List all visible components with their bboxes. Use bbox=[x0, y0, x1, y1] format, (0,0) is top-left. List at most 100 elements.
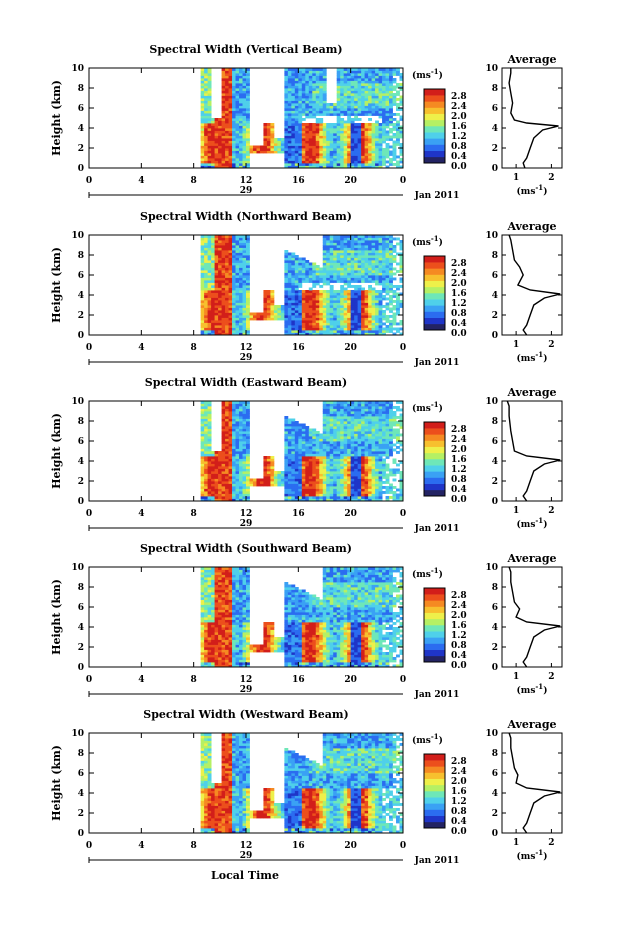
heatmap-cell bbox=[347, 135, 352, 139]
heatmap-cell bbox=[294, 110, 299, 114]
heatmap-cell bbox=[308, 150, 313, 154]
colorbar-swatch bbox=[424, 113, 445, 121]
heatmap-cell bbox=[277, 307, 282, 311]
heatmap-cell bbox=[200, 491, 205, 494]
heatmap-cell bbox=[211, 277, 215, 281]
heatmap-cell bbox=[207, 317, 212, 321]
heatmap-cell bbox=[200, 90, 205, 94]
heatmap-cell bbox=[361, 130, 366, 134]
heatmap-cell bbox=[350, 305, 355, 308]
heatmap-cell bbox=[343, 158, 348, 161]
heatmap-cell bbox=[364, 160, 369, 164]
heatmap-cell bbox=[211, 247, 215, 251]
heatmap-cell bbox=[364, 300, 369, 303]
heatmap-cell bbox=[235, 235, 240, 238]
heatmap-cell bbox=[225, 153, 229, 156]
heatmap-cell bbox=[322, 242, 327, 246]
heatmap-cell bbox=[214, 463, 219, 467]
heatmap-cell bbox=[361, 290, 366, 293]
heatmap-cell bbox=[305, 476, 310, 479]
heatmap-cell bbox=[207, 478, 212, 482]
heatmap-cell bbox=[214, 320, 219, 323]
heatmap-cell bbox=[225, 150, 229, 154]
heatmap-cell bbox=[354, 80, 359, 84]
heatmap-cell bbox=[287, 322, 292, 326]
heatmap-cell bbox=[200, 458, 205, 462]
heatmap-cell bbox=[242, 451, 247, 454]
heatmap-cell bbox=[298, 292, 303, 296]
heatmap-cell bbox=[287, 280, 292, 283]
heatmap-cell bbox=[239, 138, 243, 141]
heatmap-cell bbox=[204, 148, 209, 151]
heatmap-cell bbox=[270, 307, 275, 311]
heatmap-cell bbox=[329, 140, 334, 144]
heatmap-cell bbox=[214, 290, 219, 293]
heatmap-cell bbox=[308, 473, 313, 477]
heatmap-cell bbox=[235, 115, 240, 119]
heatmap-cell bbox=[340, 103, 345, 106]
heatmap-cell bbox=[232, 163, 236, 166]
heatmap-cell bbox=[211, 267, 215, 271]
heatmap-cell bbox=[246, 125, 250, 129]
heatmap-cell bbox=[204, 421, 209, 424]
heatmap-cell bbox=[298, 257, 303, 261]
heatmap-cell bbox=[242, 252, 247, 256]
heatmap-cell bbox=[246, 143, 250, 146]
heatmap-cell bbox=[392, 145, 397, 149]
heatmap-cell bbox=[308, 330, 313, 333]
heatmap-cell bbox=[218, 160, 222, 164]
heatmap-cell bbox=[284, 421, 289, 424]
heatmap-cell bbox=[291, 471, 296, 474]
heatmap-cell bbox=[354, 163, 359, 166]
heatmap-cell bbox=[319, 135, 324, 139]
heatmap-cell bbox=[291, 493, 296, 497]
heatmap-cell bbox=[347, 138, 352, 141]
heatmap-cell bbox=[361, 277, 366, 281]
heatmap-cell bbox=[364, 125, 369, 129]
heatmap-cell bbox=[326, 327, 331, 331]
heatmap-cell bbox=[322, 476, 327, 479]
heatmap-cell bbox=[354, 68, 359, 71]
heatmap-cell bbox=[200, 150, 205, 154]
heatmap-cell bbox=[228, 312, 233, 316]
heatmap-cell bbox=[357, 267, 362, 271]
heatmap-cell bbox=[228, 103, 233, 106]
heatmap-cell bbox=[200, 471, 205, 474]
heatmap-cell bbox=[396, 163, 400, 166]
heatmap-cell bbox=[287, 458, 292, 462]
heatmap-cell bbox=[242, 73, 247, 76]
heatmap-cell bbox=[218, 165, 222, 169]
heatmap-cell bbox=[294, 267, 299, 271]
heatmap-cell bbox=[326, 272, 331, 276]
heatmap-cell bbox=[225, 148, 229, 151]
heatmap-cell bbox=[326, 498, 331, 502]
heatmap-cell bbox=[336, 255, 341, 258]
heatmap-cell bbox=[361, 148, 366, 151]
heatmap-cell bbox=[232, 282, 236, 286]
heatmap-cell bbox=[350, 312, 355, 316]
heatmap-cell bbox=[298, 463, 303, 467]
heatmap-cell bbox=[319, 325, 324, 328]
heatmap-cell bbox=[378, 133, 383, 136]
heatmap-cell bbox=[235, 406, 240, 409]
heatmap-cell bbox=[204, 488, 209, 492]
heatmap-cell bbox=[232, 471, 236, 474]
heatmap-cell bbox=[221, 115, 226, 119]
heatmap-cell bbox=[315, 118, 320, 121]
heatmap-cell bbox=[382, 312, 386, 316]
heatmap-cell bbox=[340, 98, 345, 101]
heatmap-cell bbox=[336, 123, 341, 126]
heatmap-cell bbox=[277, 310, 282, 313]
heatmap-cell bbox=[319, 70, 324, 74]
heatmap-cell bbox=[340, 327, 345, 331]
heatmap-cell bbox=[336, 83, 341, 86]
heatmap-cell bbox=[322, 448, 327, 452]
heatmap-cell bbox=[263, 297, 268, 301]
heatmap-cell bbox=[308, 305, 313, 308]
heatmap-cell bbox=[228, 110, 233, 114]
heatmap-cell bbox=[221, 240, 226, 243]
heatmap-cell bbox=[389, 115, 393, 119]
heatmap-cell bbox=[361, 158, 366, 161]
heatmap-cell bbox=[375, 245, 379, 248]
heatmap-cell bbox=[378, 95, 383, 99]
